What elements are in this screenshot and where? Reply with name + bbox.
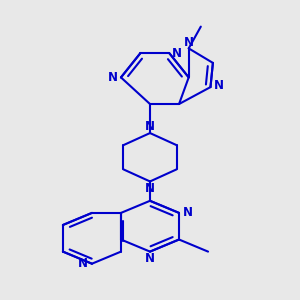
- Text: N: N: [78, 257, 88, 270]
- Text: N: N: [183, 206, 193, 219]
- Text: N: N: [145, 120, 155, 133]
- Text: N: N: [145, 182, 155, 195]
- Text: N: N: [145, 252, 155, 265]
- Text: N: N: [108, 71, 118, 84]
- Text: N: N: [172, 47, 182, 60]
- Text: N: N: [214, 79, 224, 92]
- Text: N: N: [184, 36, 194, 49]
